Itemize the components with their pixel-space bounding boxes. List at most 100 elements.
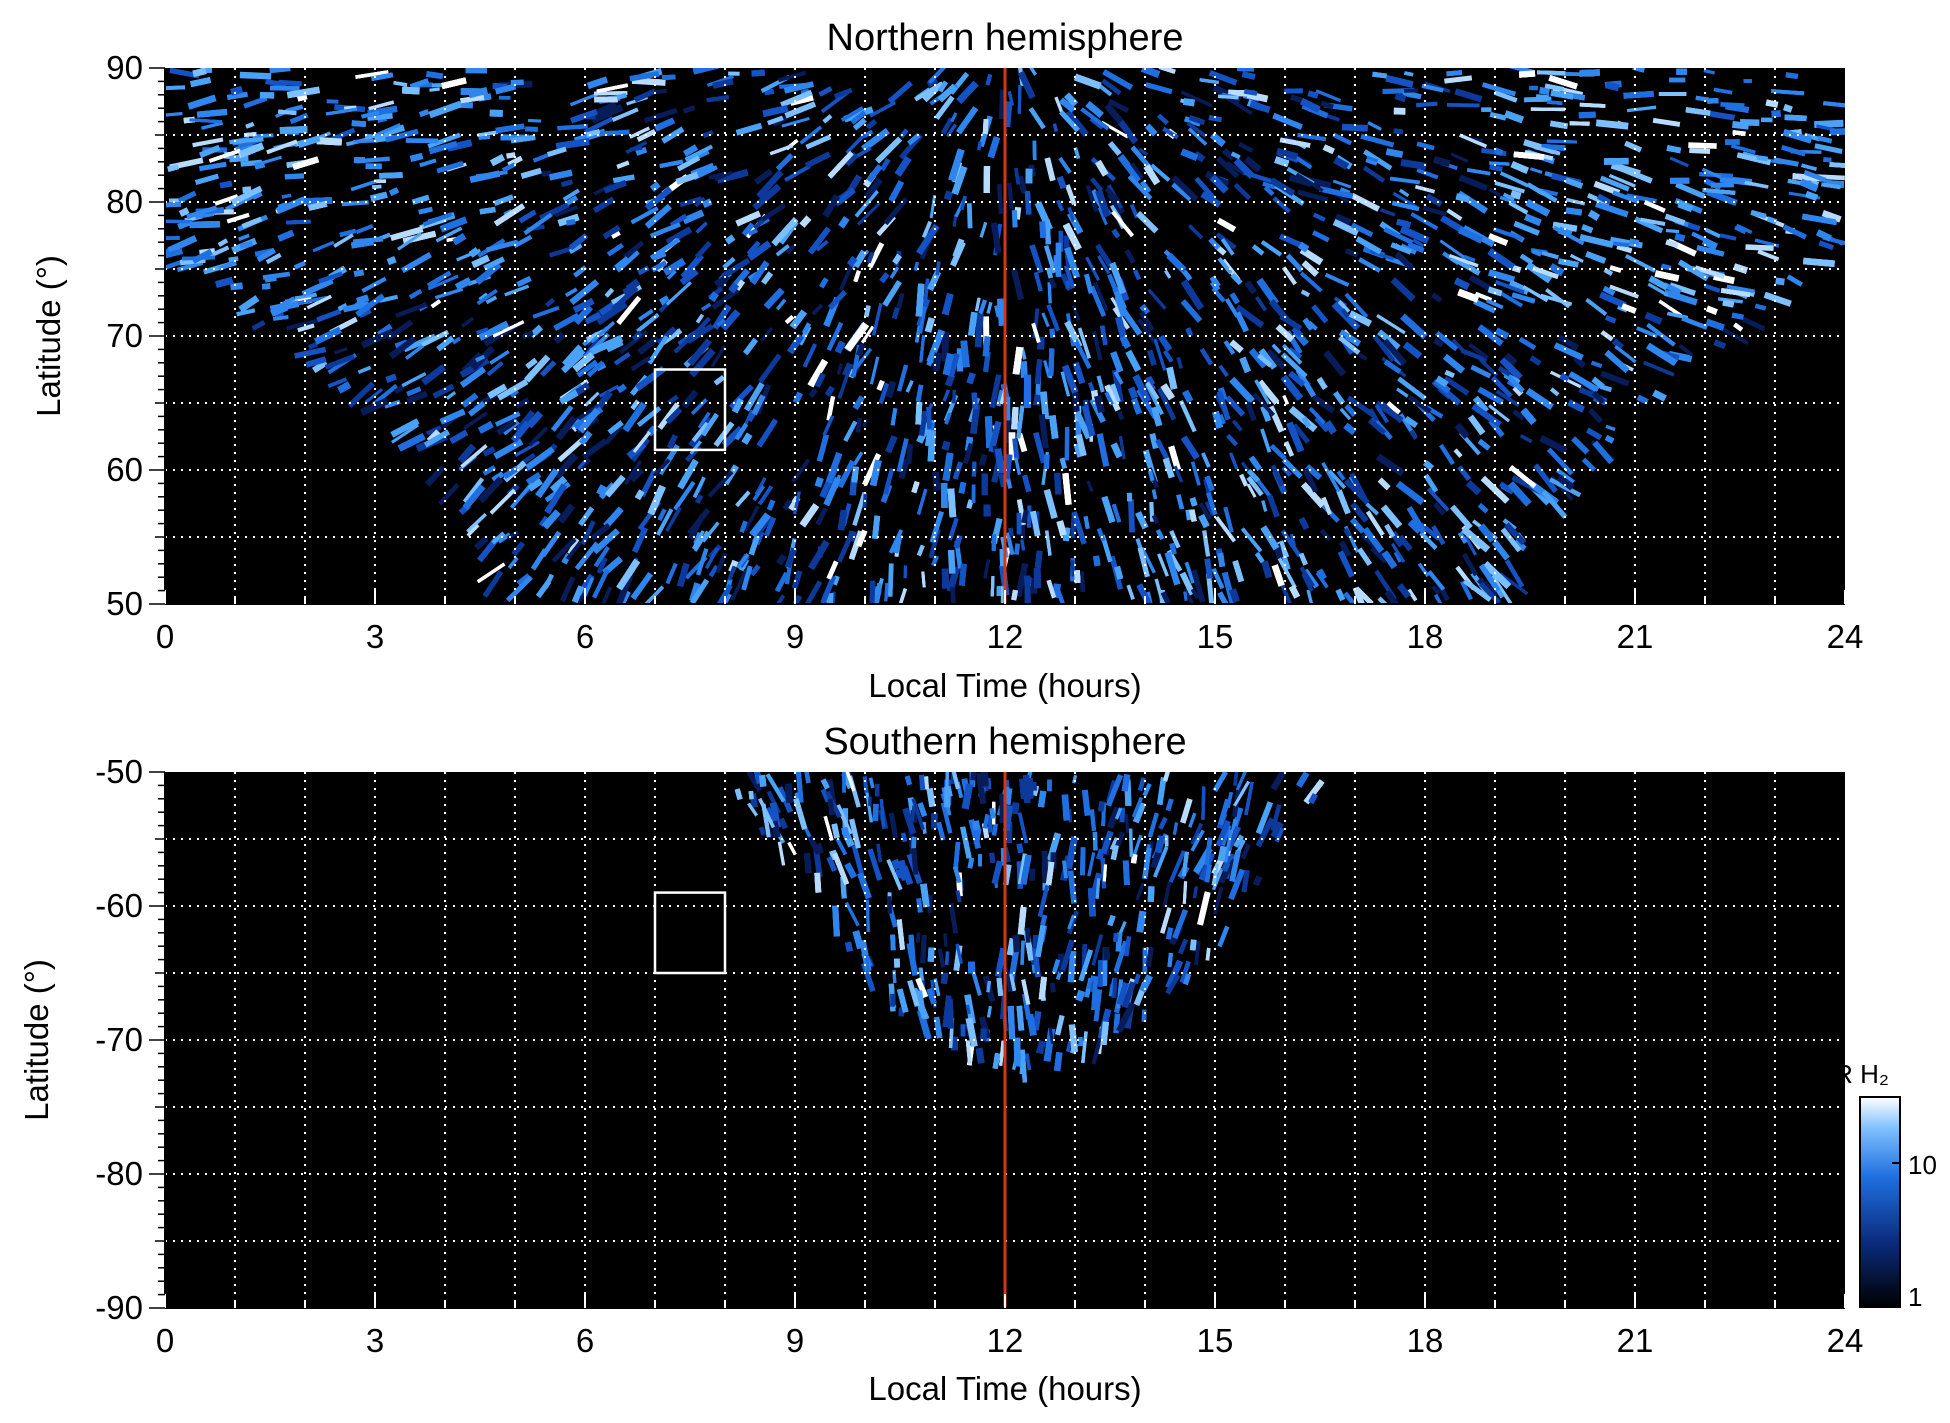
- heatmap-cell: [165, 259, 185, 270]
- heatmap-cell: [571, 585, 584, 604]
- heatmap-cell: [1384, 523, 1396, 538]
- heatmap-cell: [1703, 68, 1715, 75]
- heatmap-cell: [1634, 216, 1664, 234]
- heatmap-cell: [1360, 133, 1395, 148]
- heatmap-cell: [1431, 585, 1441, 595]
- heatmap-cell: [852, 117, 867, 131]
- heatmap-cell: [217, 238, 229, 247]
- heatmap-cell: [941, 292, 954, 316]
- heatmap-cell: [864, 305, 871, 318]
- heatmap-cell: [1229, 339, 1244, 354]
- heatmap-cell: [867, 242, 885, 269]
- heatmap-cell: [1073, 443, 1084, 458]
- heatmap-cell: [852, 492, 867, 526]
- heatmap-cell: [1206, 573, 1215, 604]
- heatmap-cell: [1545, 288, 1571, 309]
- heatmap-cell: [1183, 591, 1188, 601]
- heatmap-cell: [573, 304, 594, 326]
- heatmap-cell: [918, 410, 928, 437]
- heatmap-cell: [1395, 480, 1425, 506]
- heatmap-cell: [1689, 147, 1711, 155]
- heatmap-cell: [1415, 101, 1438, 108]
- heatmap-cell: [837, 509, 848, 531]
- heatmap-cell: [420, 330, 449, 347]
- heatmap-cell: [1157, 387, 1177, 421]
- heatmap-cell: [402, 86, 420, 95]
- heatmap-cell: [1524, 213, 1542, 226]
- heatmap-cell: [775, 153, 794, 172]
- heatmap-cell: [736, 553, 750, 569]
- heatmap-cell: [357, 365, 372, 375]
- heatmap-cell: [1074, 410, 1092, 440]
- heatmap-cell: [1461, 526, 1491, 553]
- heatmap-cell: [631, 77, 666, 86]
- heatmap-cell: [1775, 277, 1785, 286]
- heatmap-cell: [1221, 571, 1236, 604]
- heatmap-cell: [286, 219, 311, 225]
- heatmap-cell: [374, 123, 401, 137]
- heatmap-cell: [1343, 527, 1352, 539]
- heatmap-cell: [489, 488, 516, 515]
- heatmap-cell: [863, 177, 883, 200]
- heatmap-cell: [1419, 531, 1438, 550]
- heatmap-cell: [686, 323, 714, 345]
- heatmap-cell: [1823, 157, 1832, 163]
- heatmap-cell: [708, 291, 719, 302]
- heatmap-cell: [1421, 83, 1444, 93]
- heatmap-cell: [478, 476, 504, 503]
- heatmap-cell: [1178, 400, 1197, 433]
- heatmap-cell: [1007, 91, 1014, 106]
- heatmap-cell: [279, 126, 308, 134]
- heatmap-cell: [1499, 356, 1523, 381]
- heatmap-cell: [1435, 375, 1449, 388]
- heatmap-cell: [822, 114, 833, 124]
- heatmap-cell: [1339, 407, 1352, 421]
- heatmap-cell: [1433, 378, 1451, 394]
- heatmap-cell: [1704, 227, 1721, 239]
- heatmap-cell: [1337, 300, 1351, 314]
- heatmap-cell: [1111, 503, 1122, 523]
- heatmap-cell: [1241, 527, 1263, 553]
- heatmap-cell: [562, 344, 583, 367]
- heatmap-cell: [966, 372, 976, 385]
- heatmap-cell: [476, 170, 508, 179]
- heatmap-cell: [753, 219, 765, 230]
- heatmap-cell: [1097, 207, 1108, 226]
- heatmap-cell: [1433, 156, 1451, 168]
- heatmap-cell: [632, 431, 651, 453]
- heatmap-cell: [966, 499, 974, 510]
- heatmap-cell: [1513, 538, 1527, 552]
- heatmap-cell: [1257, 379, 1280, 406]
- heatmap-cell: [1073, 73, 1102, 90]
- heatmap-cell: [165, 202, 181, 208]
- heatmap-cell: [1311, 230, 1330, 243]
- heatmap-cell: [1323, 350, 1347, 377]
- heatmap-cell: [477, 421, 494, 434]
- heatmap-cell: [1343, 591, 1356, 604]
- heatmap-cell: [565, 540, 583, 561]
- heatmap-cell: [1332, 132, 1353, 146]
- heatmap-cell: [1636, 326, 1658, 339]
- heatmap-cell: [1189, 497, 1198, 507]
- heatmap-cell: [1547, 100, 1563, 106]
- heatmap-cell: [705, 547, 719, 569]
- heatmap-cell: [1236, 68, 1255, 72]
- heatmap-cell: [929, 194, 937, 219]
- heatmap-cell: [1487, 269, 1516, 283]
- heatmap-cell: [192, 137, 224, 148]
- heatmap-cell: [947, 549, 956, 574]
- heatmap-cell: [1190, 588, 1199, 599]
- heatmap-cell: [1059, 110, 1080, 133]
- heatmap-cell: [1678, 343, 1694, 357]
- heatmap-cell: [1255, 552, 1265, 564]
- heatmap-cell: [1132, 374, 1152, 403]
- heatmap-cell: [944, 373, 956, 387]
- heatmap-cell: [676, 562, 690, 588]
- heatmap-cell: [1229, 376, 1255, 404]
- heatmap-cell: [922, 84, 940, 103]
- heatmap-cell: [590, 522, 611, 541]
- heatmap-cell: [1362, 526, 1385, 553]
- heatmap-cell: [823, 476, 841, 507]
- heatmap-cell: [1508, 201, 1529, 215]
- heatmap-cell: [1138, 147, 1149, 157]
